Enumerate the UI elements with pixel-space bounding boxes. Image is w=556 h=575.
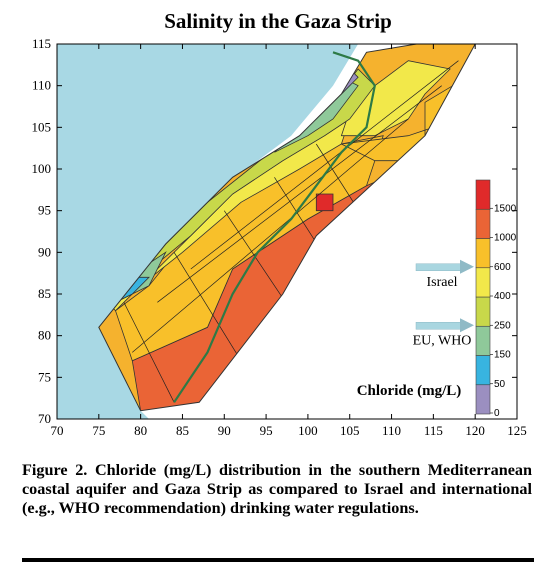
reference-label-1: EU, WHO [413, 333, 472, 348]
colorbar-swatch-1000 [475, 208, 491, 239]
x-tick-label-125: 125 [507, 423, 527, 438]
y-axis: 70 75 80 85 90 95 100 105 110 115 [32, 36, 517, 426]
regulation-references: Israel EU, WHO [413, 259, 474, 348]
grid-line-2 [190, 60, 459, 270]
colorbar: 0 50 150 250 400 600 1000 1500 [475, 179, 517, 419]
y-tick-label-90: 90 [38, 244, 51, 259]
y-tick-label-105: 105 [32, 119, 52, 134]
x-tick-label-105: 105 [340, 423, 360, 438]
grid-line-5 [223, 210, 292, 311]
x-tick-label-75: 75 [92, 423, 105, 438]
y-tick-label-80: 80 [38, 328, 51, 343]
y-tick-label-115: 115 [32, 36, 51, 51]
x-tick-label-110: 110 [382, 423, 401, 438]
reference-arrow-shaft-1 [415, 322, 463, 330]
colorbar-label-600: 600 [494, 262, 511, 273]
gaza-grid-lines [123, 60, 459, 403]
reference-label-0: Israel [426, 275, 457, 290]
colorbar-label-1000: 1000 [494, 233, 517, 244]
grid-line-4 [173, 252, 242, 361]
colorbar-label-400: 400 [494, 291, 511, 302]
colorbar-label-250: 250 [494, 320, 511, 331]
colorbar-label-1500: 1500 [494, 203, 517, 214]
colorbar-title: Chloride (mg/L) [357, 383, 462, 399]
border-line [173, 51, 376, 403]
colorbar-swatch-600 [475, 238, 491, 269]
grid-line-0 [132, 118, 409, 353]
colorbar-swatch-0 [475, 384, 491, 415]
x-tick-label-120: 120 [465, 423, 485, 438]
reference-arrow-shaft-0 [415, 263, 463, 271]
x-tick-label-70: 70 [51, 423, 64, 438]
colorbar-label-0: 0 [494, 408, 500, 419]
sea-area [57, 44, 359, 419]
y-tick-label-95: 95 [38, 203, 51, 218]
colorbar-swatch-250 [475, 296, 491, 327]
grid-line-3 [123, 302, 175, 403]
x-axis: 70 75 80 85 90 95 100 105 110 115 120 125 [51, 44, 527, 438]
colorbar-swatch-400 [475, 267, 491, 298]
colorbar-swatch-1500 [475, 179, 491, 210]
y-tick-label-85: 85 [38, 286, 51, 301]
colorbar-swatch-50 [475, 355, 491, 386]
reference-arrow-head-0 [460, 259, 474, 274]
x-tick-label-85: 85 [176, 423, 189, 438]
y-tick-label-75: 75 [38, 369, 51, 384]
chloride-region-1500-12 [315, 193, 334, 212]
y-tick-label-70: 70 [38, 411, 51, 426]
colorbar-label-150: 150 [494, 350, 511, 361]
colorbar-label-50: 50 [494, 379, 506, 390]
x-tick-label-115: 115 [424, 423, 443, 438]
grid-line-1 [157, 85, 442, 303]
x-tick-label-95: 95 [260, 423, 273, 438]
axes-frame [56, 43, 518, 420]
reference-arrow-head-1 [460, 318, 474, 333]
x-tick-label-100: 100 [298, 423, 318, 438]
figure-caption: Figure 2. Chloride (mg/L) distribution i… [22, 461, 532, 517]
y-tick-label-100: 100 [32, 161, 52, 176]
colorbar-swatch-150 [475, 325, 491, 356]
x-tick-label-90: 90 [218, 423, 231, 438]
caption-rule [22, 558, 534, 562]
y-tick-label-110: 110 [32, 78, 51, 93]
chart-title: Salinity in the Gaza Strip [164, 9, 392, 33]
x-tick-label-80: 80 [134, 423, 147, 438]
